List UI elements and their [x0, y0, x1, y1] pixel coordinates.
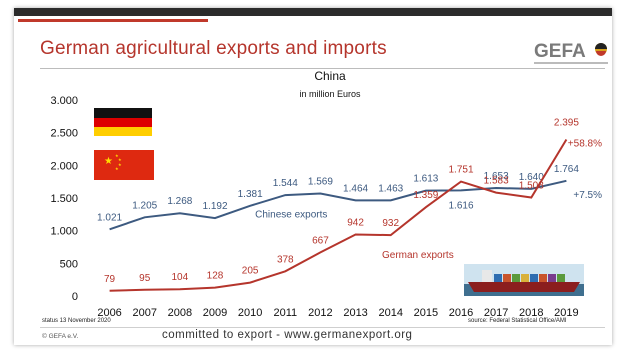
x-tick-label: 2014: [378, 307, 402, 319]
series-name-label: German exports: [382, 250, 454, 261]
x-tick-label: 2012: [308, 307, 332, 319]
logo-tagline-bar: [534, 62, 608, 64]
svg-text:★: ★: [118, 162, 122, 167]
germany-flag: [94, 108, 152, 136]
y-tick-label: 500: [60, 258, 78, 270]
y-tick-label: 1.500: [50, 193, 78, 205]
y-tick-label: 3.000: [50, 95, 78, 107]
footer-divider: [40, 327, 605, 328]
data-label: 1.583: [484, 176, 509, 187]
data-label: 205: [242, 266, 259, 277]
data-label: 667: [312, 235, 329, 246]
slide-title: German agricultural exports and imports: [40, 38, 387, 59]
data-label: 1.359: [413, 190, 438, 201]
german-exports-line: [109, 138, 568, 292]
top-accent-bar: [18, 19, 208, 22]
logo-swoosh-icon: [595, 43, 607, 56]
data-label: 1.268: [167, 196, 192, 207]
svg-text:★: ★: [118, 157, 122, 162]
data-label: 1.508: [519, 180, 544, 191]
series-name-label: Chinese exports: [255, 210, 327, 221]
x-tick-label: 2009: [203, 307, 227, 319]
series-change-label: +7.5%: [573, 190, 602, 201]
svg-text:★: ★: [115, 166, 119, 171]
svg-text:★: ★: [104, 156, 113, 167]
container-ship-image: [464, 264, 584, 296]
data-label: 378: [277, 254, 294, 265]
status-date: status 13 November 2020: [42, 318, 111, 324]
data-label: 1.463: [378, 183, 403, 194]
svg-text:★: ★: [115, 153, 119, 158]
y-tick-label: 2.500: [50, 128, 78, 140]
chart-title: China: [314, 69, 346, 83]
data-label: 942: [347, 217, 364, 228]
data-label: 1.751: [448, 165, 473, 176]
data-label: 1.205: [132, 200, 157, 211]
data-label: 1.764: [554, 164, 579, 175]
x-tick-label: 2016: [449, 307, 473, 319]
china-flag: ★ ★ ★ ★ ★: [94, 150, 154, 180]
y-tick-label: 1.000: [50, 226, 78, 238]
data-label: 104: [172, 272, 189, 283]
data-label: 932: [382, 218, 399, 229]
copyright: © GEFA e.V.: [42, 333, 79, 340]
data-label: 1.616: [448, 200, 473, 211]
data-label: 1.613: [413, 174, 438, 185]
x-tick-label: 2011: [273, 307, 297, 319]
slogan: committed to export - www.germanexport.o…: [162, 329, 413, 341]
series-change-label: +58.8%: [568, 138, 602, 149]
x-tick-label: 2018: [519, 307, 543, 319]
data-label: 79: [104, 274, 116, 285]
x-tick-label: 2008: [168, 307, 192, 319]
title-divider: [40, 68, 605, 69]
chart-subtitle: in million Euros: [299, 89, 361, 99]
data-label: 1.464: [343, 183, 368, 194]
y-axis: 0 500 1.000 1.500 2.000 2.500 3.000: [50, 95, 78, 303]
x-tick-label: 2007: [132, 307, 156, 319]
data-label: 1.653: [484, 171, 509, 182]
top-bar: [14, 8, 612, 16]
data-label: 1.381: [238, 189, 263, 200]
logo-text: GEFA: [534, 41, 586, 62]
x-tick-label: 2019: [554, 307, 578, 319]
data-label: 1.192: [202, 201, 227, 212]
x-tick-label: 2013: [343, 307, 367, 319]
x-axis: 2006 2007 2008 2009 2010 2011 2012 2013 2014 2015…: [97, 307, 578, 319]
data-label: 1.544: [273, 178, 298, 189]
x-tick-label: 2015: [414, 307, 438, 319]
data-label: 1.021: [97, 212, 122, 223]
y-tick-label: 0: [72, 291, 78, 303]
source-note: source: Federal Statistical Office/AMI: [468, 318, 567, 324]
data-label: 128: [207, 271, 224, 282]
y-tick-label: 2.000: [50, 160, 78, 172]
data-label: 95: [139, 273, 151, 284]
gefa-logo: GEFA: [534, 41, 608, 67]
series-layer: 1.021 1.205 1.268 1.192 1.381 1.544 1.569 1.464…: [97, 118, 602, 292]
data-label: 1.569: [308, 176, 333, 187]
x-tick-label: 2017: [484, 307, 508, 319]
x-tick-label: 2006: [97, 307, 121, 319]
x-tick-label: 2010: [238, 307, 262, 319]
chinese-exports-line: [109, 179, 567, 231]
data-label: 2.395: [554, 118, 579, 129]
data-label: 1.640: [519, 172, 544, 183]
